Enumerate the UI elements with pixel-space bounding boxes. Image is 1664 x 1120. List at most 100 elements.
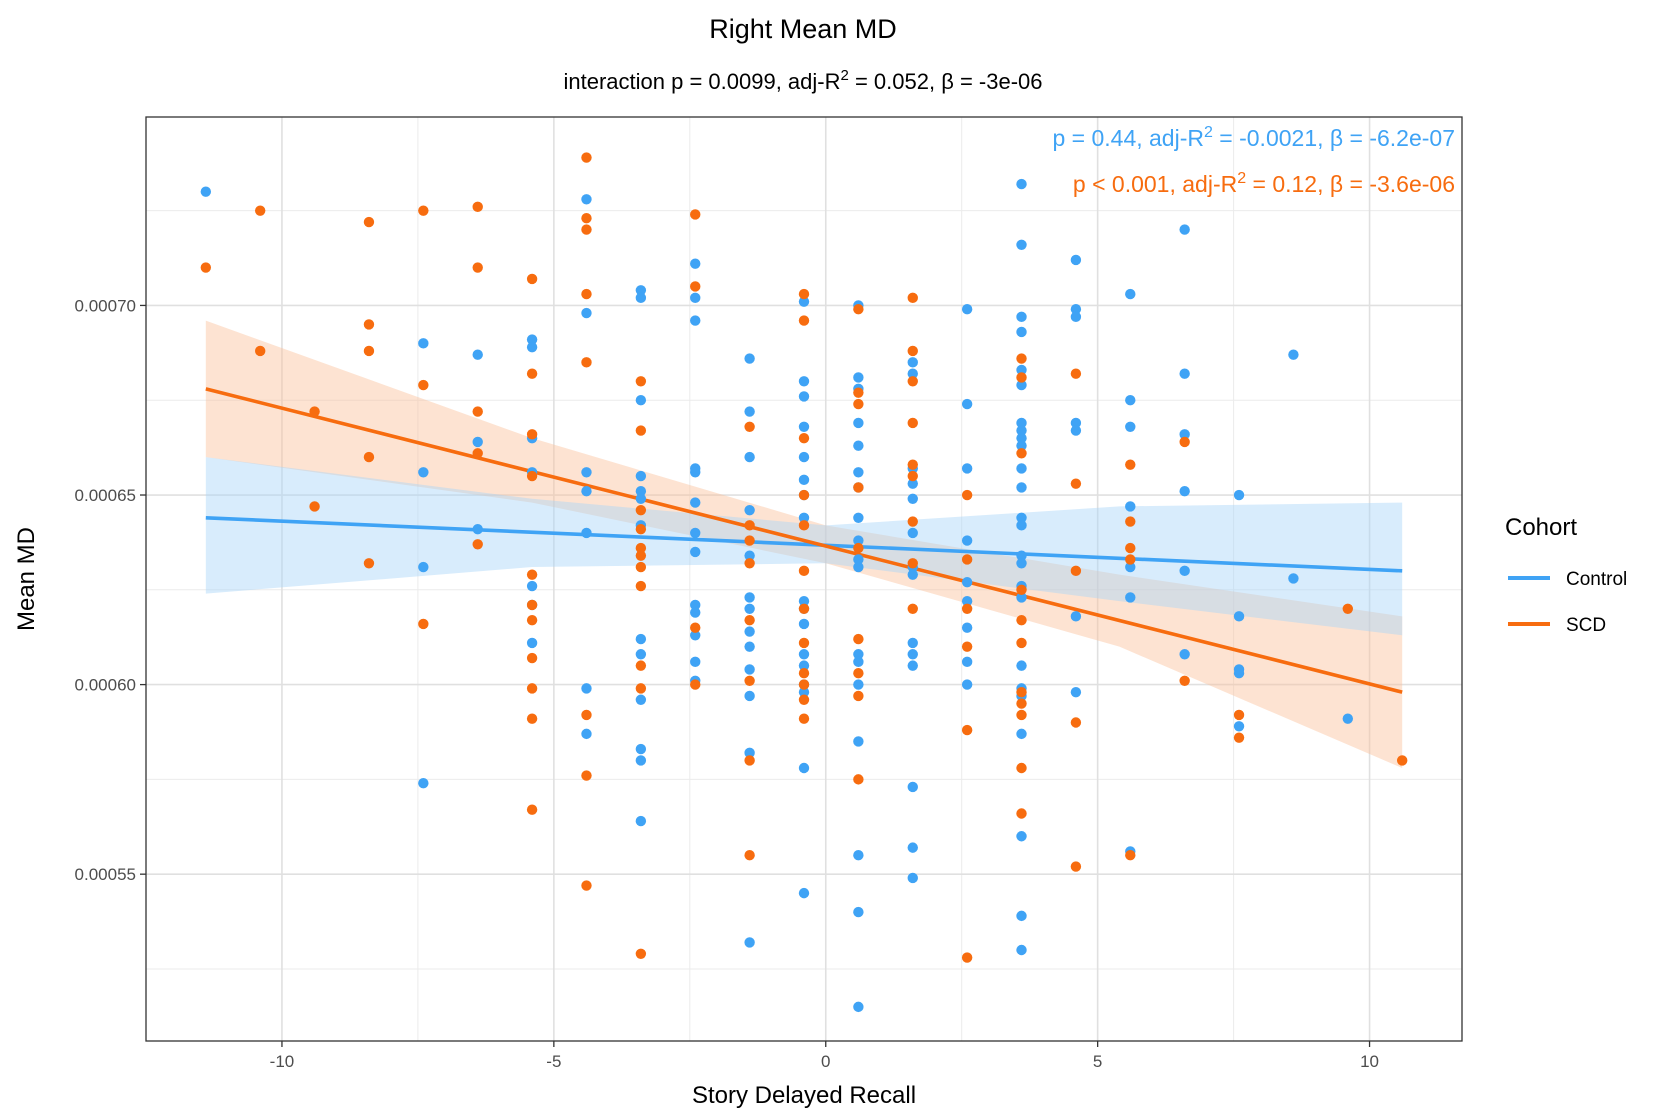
point-scd	[581, 709, 592, 721]
point-control	[1233, 668, 1245, 679]
point-control	[798, 296, 810, 307]
point-control	[907, 368, 918, 379]
point-control	[690, 497, 701, 508]
point-control	[418, 777, 429, 789]
point-scd	[690, 679, 701, 690]
point-scd	[1016, 686, 1027, 698]
point-scd	[961, 554, 973, 565]
legend-title: Cohort	[1505, 514, 1577, 541]
point-scd	[363, 319, 375, 330]
point-control	[200, 186, 212, 197]
point-control	[961, 304, 973, 315]
point-control	[744, 937, 755, 948]
x-axis: -10 -5 0 5 10	[270, 1041, 1379, 1071]
point-control	[1016, 944, 1027, 956]
point-control	[635, 470, 647, 482]
point-control	[526, 580, 538, 592]
point-scd	[744, 535, 755, 546]
point-control	[690, 656, 701, 668]
point-control	[1070, 311, 1082, 323]
y-tick-label: 0.00060	[75, 676, 136, 695]
point-scd	[635, 561, 647, 573]
point-control	[853, 1001, 864, 1013]
point-control	[581, 194, 592, 205]
point-scd	[363, 345, 375, 357]
point-control	[1342, 713, 1354, 724]
point-scd	[853, 304, 864, 315]
point-scd	[798, 668, 810, 679]
point-scd	[853, 482, 864, 493]
point-scd	[1125, 459, 1136, 470]
point-control	[635, 815, 647, 827]
point-control	[1179, 224, 1190, 235]
point-control	[1016, 482, 1027, 493]
point-control	[853, 417, 864, 429]
point-scd	[635, 948, 647, 959]
point-control	[853, 467, 864, 478]
point-scd	[526, 652, 538, 664]
point-scd	[1016, 709, 1027, 721]
point-control	[744, 592, 755, 603]
point-control	[1233, 611, 1245, 622]
point-scd	[744, 675, 755, 687]
point-scd	[690, 281, 701, 292]
point-scd	[853, 633, 864, 645]
point-scd	[853, 774, 864, 785]
point-control	[1016, 432, 1027, 444]
point-control	[690, 467, 701, 478]
plot-background	[146, 117, 1462, 1041]
point-control	[1070, 304, 1082, 315]
point-control	[744, 626, 755, 637]
point-control	[1070, 417, 1082, 429]
point-control	[1288, 573, 1299, 584]
point-control	[853, 850, 864, 861]
x-tick-label: 5	[1093, 1052, 1102, 1071]
point-control	[635, 743, 647, 755]
point-scd	[635, 550, 647, 561]
point-control	[798, 421, 810, 432]
point-control	[1016, 425, 1027, 436]
point-control	[1016, 178, 1027, 190]
point-control	[581, 467, 592, 478]
point-scd	[1179, 675, 1190, 687]
point-control	[907, 637, 918, 649]
point-control	[1016, 831, 1027, 842]
stat-annotation-control: p = 0.44, adj-R2 = -0.0021, β = -6.2e-07	[1052, 124, 1455, 151]
point-scd	[254, 205, 266, 216]
point-scd	[907, 516, 918, 527]
chart-title: Right Mean MD	[709, 14, 897, 44]
point-scd	[472, 406, 483, 417]
point-control	[744, 550, 755, 561]
point-scd	[907, 417, 918, 429]
point-control	[1070, 425, 1082, 436]
point-control	[1125, 501, 1136, 512]
point-control	[1070, 686, 1082, 698]
point-scd	[907, 470, 918, 482]
point-scd	[472, 201, 483, 213]
point-scd	[853, 542, 864, 554]
point-control	[581, 307, 592, 319]
point-scd	[798, 432, 810, 444]
point-scd	[1016, 353, 1027, 364]
point-control	[1070, 611, 1082, 622]
point-scd	[1016, 614, 1027, 626]
point-scd	[526, 713, 538, 724]
point-control	[690, 258, 701, 269]
point-control	[418, 561, 429, 573]
point-control	[1179, 565, 1190, 577]
point-control	[961, 656, 973, 668]
point-control	[907, 527, 918, 539]
point-control	[1016, 379, 1027, 391]
point-scd	[581, 213, 592, 224]
point-control	[635, 633, 647, 645]
point-control	[581, 728, 592, 740]
point-control	[853, 906, 864, 918]
point-control	[472, 349, 483, 360]
point-control	[1016, 910, 1027, 922]
point-scd	[744, 558, 755, 569]
point-control	[1125, 561, 1136, 573]
point-control	[798, 686, 810, 698]
point-scd	[798, 637, 810, 649]
point-control	[635, 694, 647, 705]
point-scd	[798, 288, 810, 300]
